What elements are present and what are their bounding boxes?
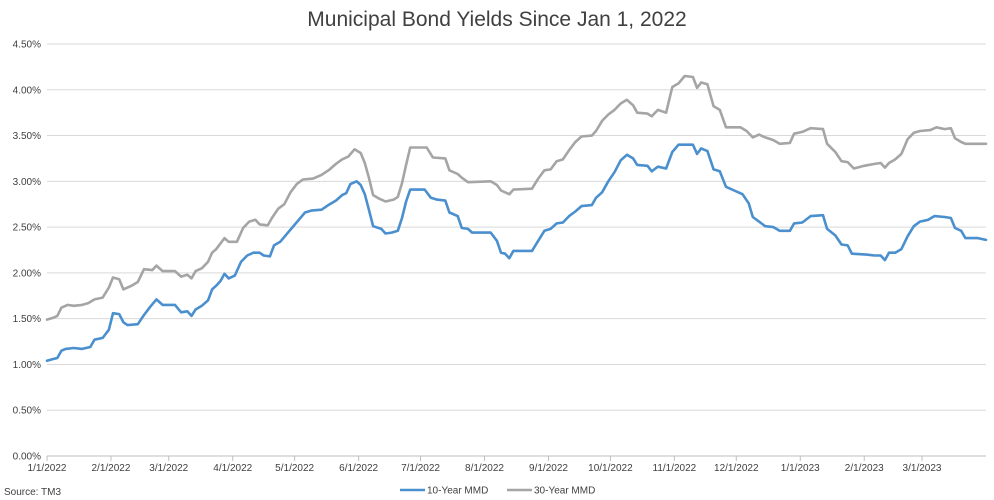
x-axis-ticks: 1/1/2022 2/1/2022 3/1/2022 4/1/2022 5/1/2022… <box>28 456 942 474</box>
series-layer <box>45 74 988 363</box>
series-line-10-year-mmd <box>45 143 988 363</box>
x-tick-label: 7/1/2022 <box>401 463 440 474</box>
legend-label-1: 30-Year MMD <box>534 486 595 497</box>
x-tick-label: 10/1/2022 <box>588 463 633 474</box>
x-tick-label: 6/1/2022 <box>339 463 378 474</box>
legend-label-0: 10-Year MMD <box>427 486 488 497</box>
y-tick-label: 4.50% <box>13 40 41 51</box>
x-tick-label: 2/1/2023 <box>845 463 884 474</box>
y-tick-label: 4.00% <box>13 85 41 96</box>
y-tick-label: 3.00% <box>13 177 41 188</box>
x-tick-label: 12/1/2022 <box>714 463 759 474</box>
y-tick-label: 2.50% <box>13 223 41 234</box>
x-tick-label: 4/1/2022 <box>213 463 252 474</box>
y-tick-label: 0.00% <box>13 452 41 463</box>
x-tick-label: 3/1/2022 <box>149 463 188 474</box>
gridlines <box>47 43 986 411</box>
legend: 10-Year MMD 30-Year MMD <box>400 486 595 497</box>
x-tick-label: 9/1/2022 <box>529 463 568 474</box>
y-tick-label: 1.50% <box>13 314 41 325</box>
x-tick-label: 5/1/2022 <box>275 463 314 474</box>
y-axis-ticks: 0.00% 0.50% 1.00% 1.50% 2.00% 2.50% 3.00% 3.50%… <box>13 40 41 463</box>
x-tick-label: 11/1/2022 <box>653 463 697 474</box>
x-tick-label: 8/1/2022 <box>465 463 504 474</box>
chart-title: Municipal Bond Yields Since Jan 1, 2022 <box>307 8 686 31</box>
x-tick-label: 1/1/2022 <box>28 463 67 474</box>
series-line-30-year-mmd <box>45 74 988 321</box>
source-note: Source: TM3 <box>4 487 61 498</box>
y-tick-label: 1.00% <box>13 360 41 371</box>
x-tick-label: 3/1/2023 <box>903 463 942 474</box>
y-tick-label: 2.00% <box>13 268 41 279</box>
x-tick-label: 1/1/2023 <box>781 463 820 474</box>
y-tick-label: 3.50% <box>13 131 41 142</box>
y-tick-label: 0.50% <box>13 406 41 417</box>
x-tick-label: 2/1/2022 <box>92 463 131 474</box>
